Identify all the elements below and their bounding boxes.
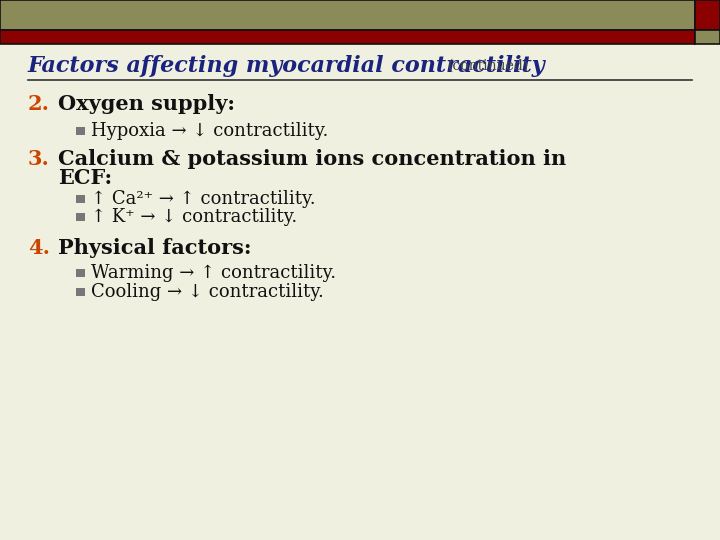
- Bar: [695, 30, 720, 44]
- Text: Cooling → ↓ contractility.: Cooling → ↓ contractility.: [91, 283, 324, 301]
- Bar: [76, 127, 85, 135]
- Text: ECF:: ECF:: [58, 168, 112, 188]
- Text: Physical factors:: Physical factors:: [58, 238, 251, 258]
- Text: ↑ Ca²⁺ → ↑ contractility.: ↑ Ca²⁺ → ↑ contractility.: [91, 190, 315, 208]
- Text: Factors affecting myocardial contractility: Factors affecting myocardial contractili…: [28, 55, 546, 77]
- Text: Oxygen supply:: Oxygen supply:: [58, 94, 235, 114]
- Text: (continued): (continued): [448, 59, 529, 73]
- Bar: [76, 269, 85, 277]
- Text: Warming → ↑ contractility.: Warming → ↑ contractility.: [91, 264, 336, 282]
- Bar: [0, 0, 695, 30]
- Bar: [695, 0, 720, 30]
- Bar: [76, 213, 85, 221]
- Text: Hypoxia → ↓ contractility.: Hypoxia → ↓ contractility.: [91, 122, 328, 140]
- Text: 2.: 2.: [28, 94, 50, 114]
- Bar: [76, 288, 85, 296]
- Text: 4.: 4.: [28, 238, 50, 258]
- Bar: [0, 30, 695, 44]
- Bar: [76, 195, 85, 203]
- Text: 3.: 3.: [28, 149, 50, 169]
- Text: Calcium & potassium ions concentration in: Calcium & potassium ions concentration i…: [58, 149, 566, 169]
- Text: ↑ K⁺ → ↓ contractility.: ↑ K⁺ → ↓ contractility.: [91, 208, 297, 226]
